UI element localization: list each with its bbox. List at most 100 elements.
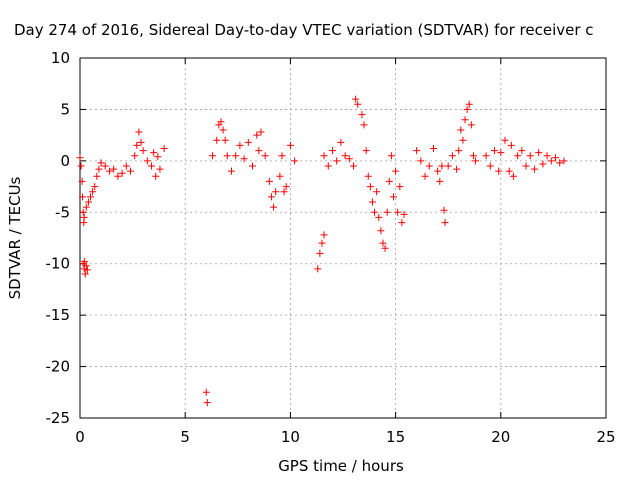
data-point [110, 165, 118, 173]
y-tick-label: -25 [46, 409, 71, 427]
data-point [441, 219, 449, 227]
data-point [291, 157, 299, 165]
data-point [240, 155, 248, 163]
y-axis-label: SDTVAR / TECUs [6, 176, 24, 299]
data-point [421, 172, 429, 180]
data-point [82, 203, 90, 211]
data-point [434, 167, 442, 175]
data-point [314, 265, 322, 273]
data-point [509, 172, 517, 180]
data-point [139, 147, 147, 155]
data-point [333, 157, 341, 165]
data-point [436, 177, 444, 185]
data-point [371, 208, 379, 216]
data-point [497, 149, 505, 157]
data-point [387, 152, 395, 160]
data-point [392, 167, 400, 175]
data-point [152, 172, 160, 180]
data-point [135, 128, 143, 136]
data-point [89, 188, 97, 196]
data-point [95, 165, 103, 173]
data-point [105, 167, 113, 175]
data-point [453, 165, 461, 173]
data-point [227, 167, 235, 175]
data-point [530, 165, 538, 173]
data-point [79, 193, 87, 201]
data-point [490, 147, 498, 155]
y-tick-label: -20 [46, 358, 71, 376]
y-tick-label: 10 [51, 49, 70, 67]
data-point [203, 399, 211, 407]
data-point [286, 141, 294, 149]
data-point [341, 152, 349, 160]
data-point [522, 162, 530, 170]
data-point [118, 169, 126, 177]
data-point [78, 177, 86, 185]
data-point [467, 121, 475, 129]
data-point [526, 152, 534, 160]
data-point [143, 157, 151, 165]
data-point [122, 162, 130, 170]
data-point [328, 147, 336, 155]
data-point [379, 239, 387, 247]
data-point [486, 162, 494, 170]
data-point [373, 188, 381, 196]
data-point [364, 172, 372, 180]
data-point [255, 147, 263, 155]
data-point [126, 167, 134, 175]
data-point [81, 270, 89, 278]
data-point [219, 126, 227, 134]
data-point [156, 165, 164, 173]
data-point [354, 100, 362, 108]
data-point [455, 147, 463, 155]
data-point [501, 136, 509, 144]
data-point [444, 162, 452, 170]
data-point [440, 206, 448, 214]
data-point [429, 145, 437, 153]
data-point [448, 152, 456, 160]
data-point [495, 167, 503, 175]
data-point [257, 128, 265, 136]
plot-frame [79, 57, 607, 419]
grid-lines [80, 58, 606, 418]
data-point [101, 162, 109, 170]
data-point [514, 152, 522, 160]
data-point [350, 162, 358, 170]
chart-title: Day 274 of 2016, Sidereal Day-to-day VTE… [14, 21, 594, 39]
y-tick-label: -10 [46, 255, 71, 273]
data-point [272, 188, 280, 196]
data-point [352, 95, 360, 103]
data-point [463, 105, 471, 113]
data-point [93, 172, 101, 180]
data-point [324, 162, 332, 170]
data-point [131, 152, 139, 160]
data-point [438, 162, 446, 170]
data-point [377, 227, 385, 235]
data-point [457, 126, 465, 134]
x-tick-label: 15 [386, 428, 405, 446]
y-tick-label: 0 [60, 152, 70, 170]
data-point [337, 138, 345, 146]
data-point [221, 136, 229, 144]
data-point [82, 262, 90, 270]
data-point [253, 131, 261, 139]
data-point [150, 149, 158, 157]
data-point [83, 266, 91, 274]
data-point [518, 147, 526, 155]
data-point [320, 152, 328, 160]
data-point [318, 239, 326, 247]
data-point [213, 136, 221, 144]
data-point [87, 193, 95, 201]
data-point [505, 167, 513, 175]
data-point [137, 138, 145, 146]
data-point [133, 141, 141, 149]
data-point [278, 152, 286, 160]
data-point [232, 152, 240, 160]
data-point [366, 183, 374, 191]
data-point [507, 141, 515, 149]
data-point [358, 111, 366, 119]
data-point [383, 208, 391, 216]
data-point [400, 210, 408, 218]
data-point [469, 152, 477, 160]
